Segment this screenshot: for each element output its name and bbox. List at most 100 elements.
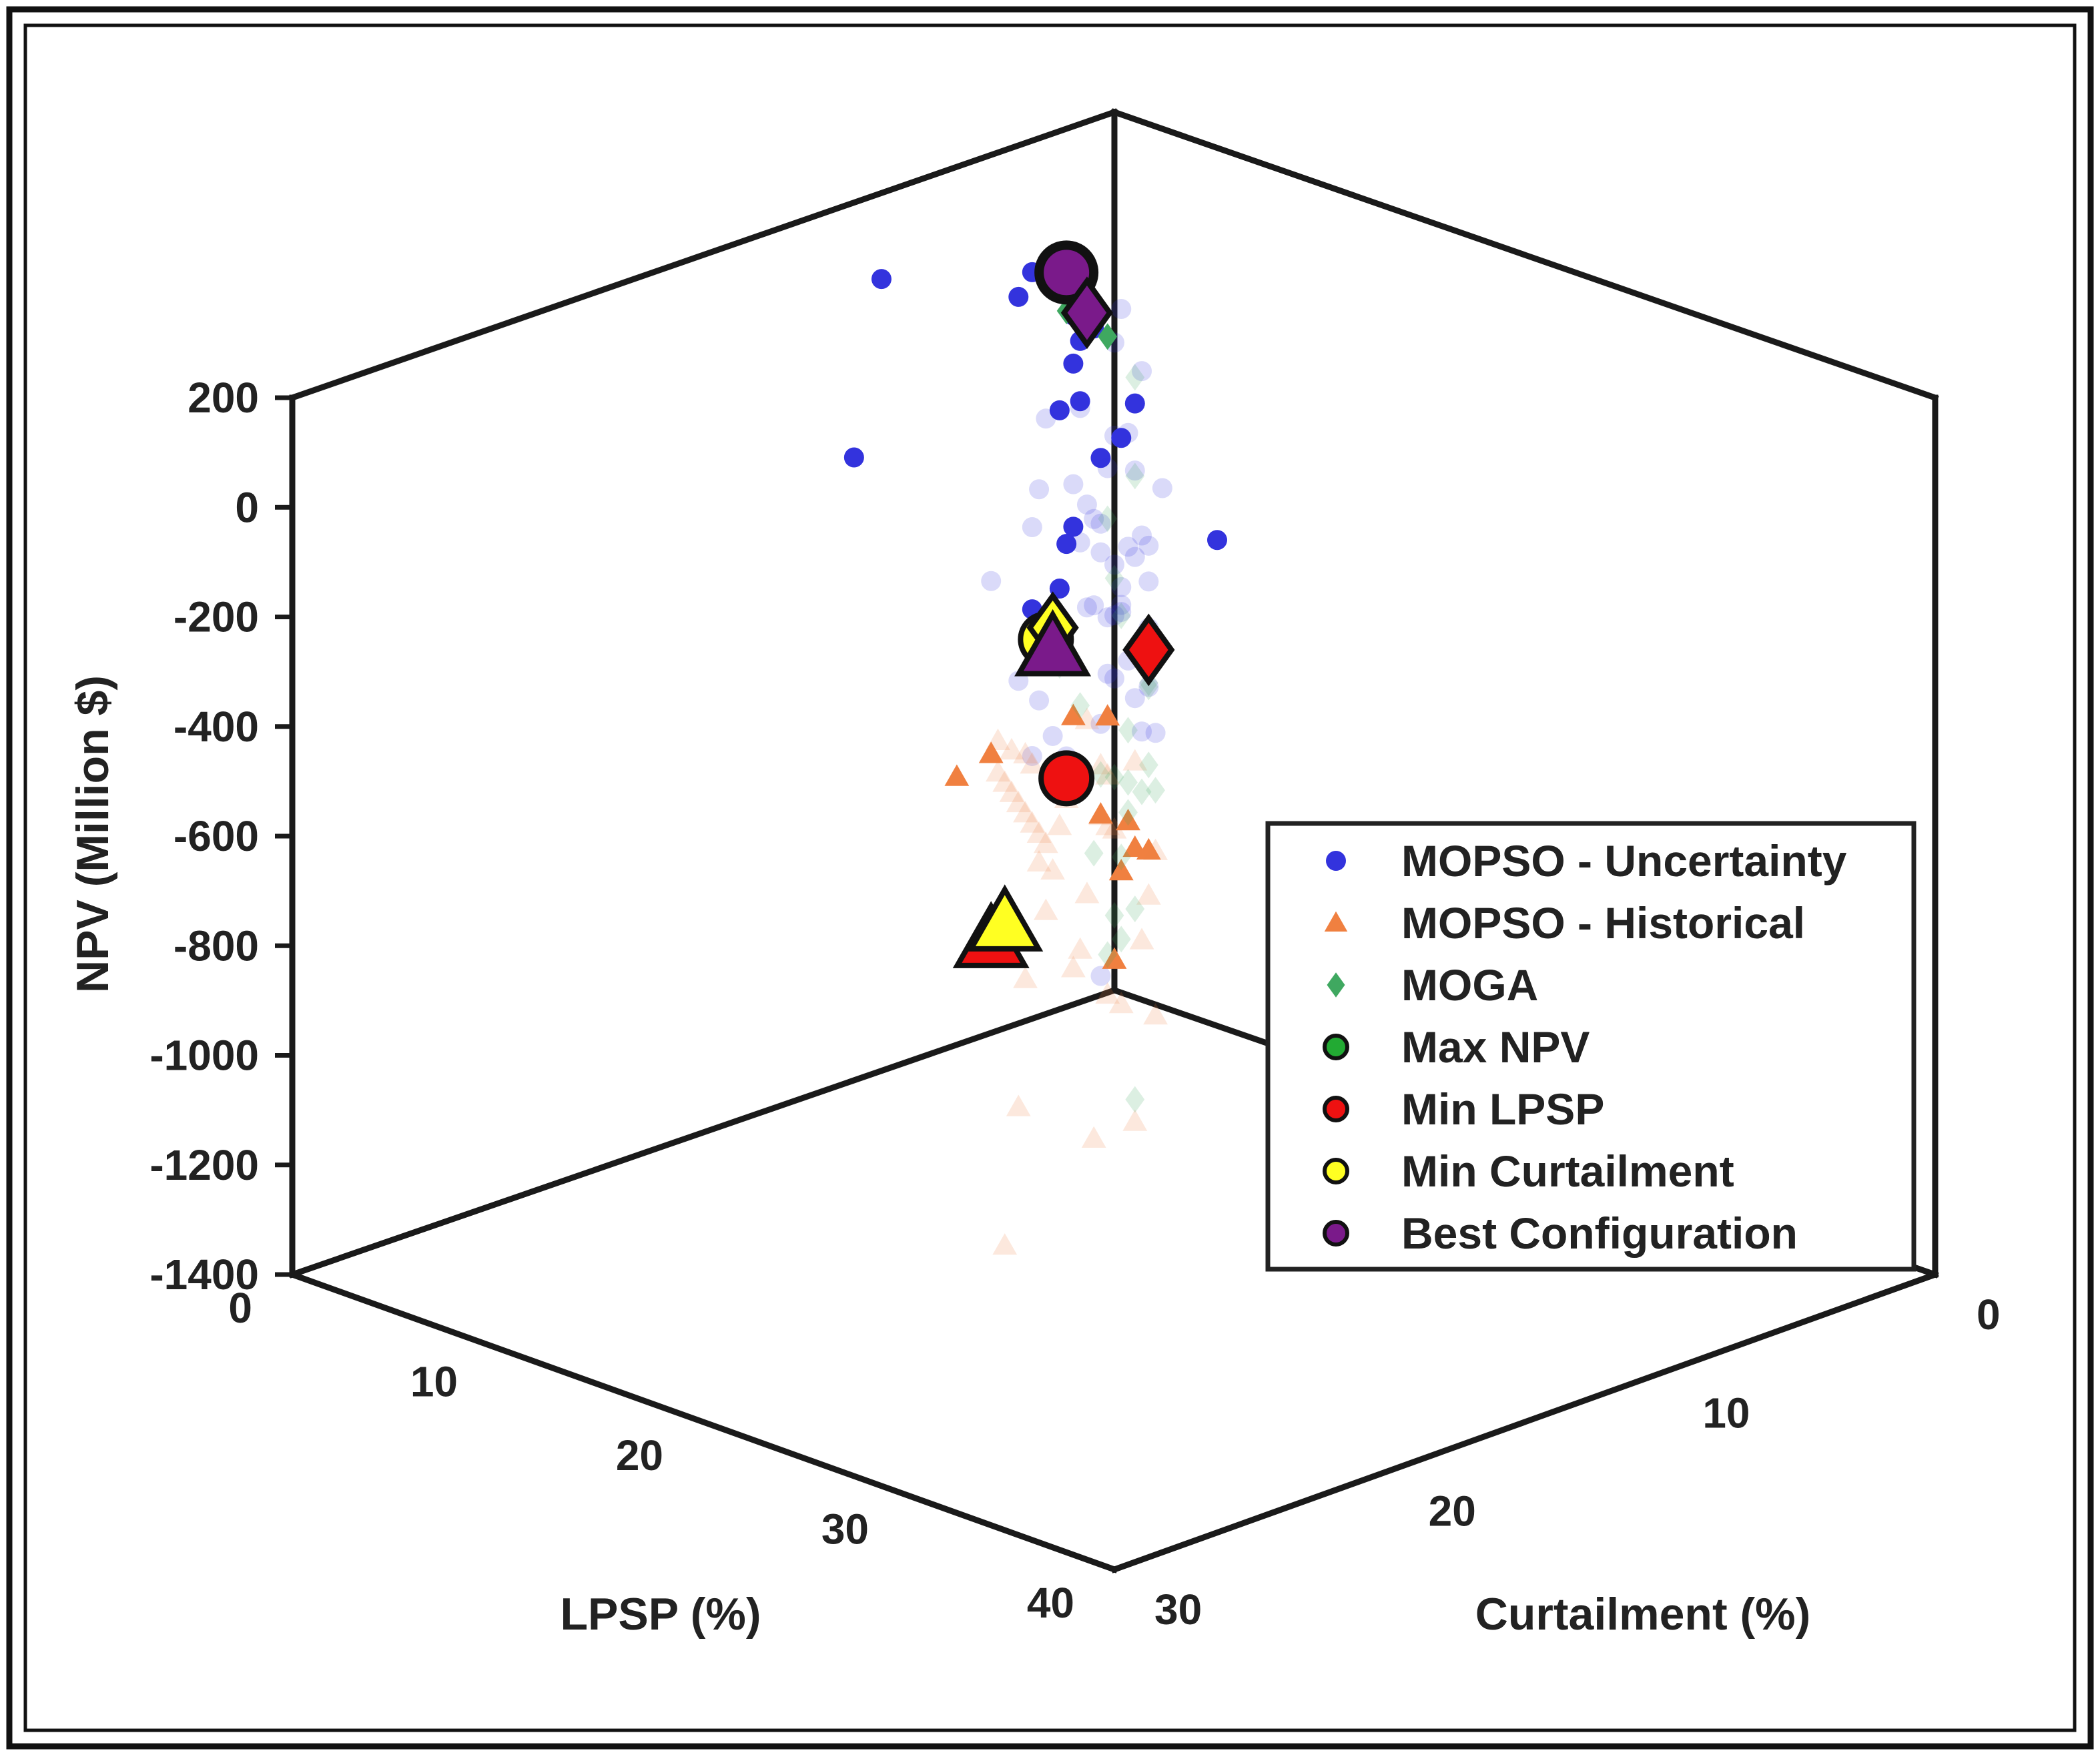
- legend-marker-moga: [1327, 972, 1345, 998]
- mopso-uncertainty-faded-point: [1022, 516, 1042, 537]
- moga-faded-point: [1111, 926, 1131, 953]
- mopso-historical-faded-point: [1013, 966, 1038, 988]
- mopso-uncertainty-faded-point: [1097, 663, 1118, 684]
- z-axis-label: NPV (Million $): [67, 675, 118, 993]
- mopso-uncertainty-point: [1090, 448, 1111, 468]
- moga-faded-point: [1104, 565, 1124, 592]
- outer-frame: [6, 6, 2094, 1750]
- moga-faded-point: [1118, 769, 1138, 796]
- mopso-historical-faded-point: [1129, 928, 1154, 950]
- mopso-historical-point: [1102, 947, 1127, 969]
- mopso-historical-faded-point: [1095, 763, 1120, 785]
- moga-faded-point: [1091, 761, 1110, 788]
- x-tick-label: 40: [1027, 1579, 1074, 1627]
- mopso-historical-faded-point: [999, 780, 1024, 802]
- moga-faded-point: [1138, 673, 1158, 701]
- best-configuration-diamond-marker: [1060, 276, 1114, 350]
- legend-marker-max-npv: [1323, 1034, 1349, 1060]
- y-tick-mark: [1662, 1362, 1688, 1375]
- z-tick-label: -1400: [149, 1251, 259, 1299]
- mopso-uncertainty-faded-point: [981, 571, 1002, 591]
- legend-label-mopso-historical: MOPSO - Historical: [1401, 898, 1805, 948]
- mopso-historical-faded-point: [1122, 749, 1148, 771]
- moga-faded-point: [1118, 799, 1138, 826]
- mopso-historical-faded-point: [1102, 817, 1127, 839]
- mopso-uncertainty-faded-point: [1076, 494, 1097, 515]
- mopso-uncertainty-point: [1049, 400, 1070, 420]
- z-tick-label: -1000: [149, 1032, 259, 1080]
- mopso-uncertainty-faded-point: [1152, 478, 1172, 498]
- moga-faded-point: [1070, 692, 1090, 719]
- mopso-uncertainty-point: [1111, 428, 1132, 448]
- x-tick-label: 20: [616, 1431, 663, 1479]
- mopso-historical-faded-point: [1006, 1094, 1031, 1116]
- mopso-historical-faded-point: [999, 737, 1024, 760]
- mopso-historical-faded-point: [992, 770, 1018, 792]
- mopso-uncertainty-faded-point: [1097, 458, 1118, 478]
- mopso-uncertainty-faded-point: [1145, 723, 1166, 743]
- mopso-uncertainty-faded-point: [1076, 597, 1097, 618]
- mopso-uncertainty-point: [1063, 353, 1084, 374]
- mopso-historical-faded-point: [1136, 883, 1161, 905]
- mopso-uncertainty-faded-point: [1104, 668, 1124, 689]
- mopso-uncertainty-point: [871, 269, 892, 290]
- x-tick-mark: [678, 1411, 705, 1425]
- mopso-historical-faded-point: [1095, 982, 1120, 1004]
- mopso-uncertainty-faded-point: [1084, 595, 1104, 616]
- mopso-uncertainty-faded-point: [1111, 577, 1132, 597]
- mopso-uncertainty-point: [1063, 516, 1084, 537]
- mopso-uncertainty-faded-point: [1097, 607, 1118, 628]
- mopso-uncertainty-point: [1207, 530, 1227, 551]
- moga-faded-point: [1098, 505, 1118, 533]
- moga-faded-point: [1132, 778, 1152, 805]
- y-axis-label: Curtailment (%): [1475, 1589, 1810, 1640]
- mopso-uncertainty-point: [1008, 286, 1029, 307]
- best-configuration-triangle-marker: [1014, 609, 1092, 677]
- mopso-uncertainty-point: [1056, 534, 1077, 555]
- min-curtailment-triangle-marker: [966, 884, 1044, 952]
- moga-faded-point: [1125, 462, 1145, 490]
- right-top-edge: [1110, 108, 1939, 402]
- legend-label-max-npv: Max NPV: [1401, 1022, 1590, 1072]
- y-tick-label: 10: [1702, 1389, 1750, 1437]
- mopso-uncertainty-faded-point: [1138, 535, 1159, 556]
- mopso-historical-faded-point: [1047, 813, 1072, 835]
- mopso-uncertainty-faded-point: [1132, 361, 1152, 382]
- moga-faded-point: [1125, 896, 1145, 923]
- min-lpsp-circle-marker: [1038, 750, 1095, 807]
- mopso-uncertainty-faded-point: [1063, 474, 1084, 494]
- mopso-historical-faded-point: [1020, 811, 1045, 833]
- mopso-uncertainty-faded-point: [1084, 508, 1104, 529]
- mopso-uncertainty-faded-point: [1022, 745, 1042, 766]
- y-tick-label: 0: [1977, 1291, 2001, 1339]
- x-tick-mark: [884, 1485, 910, 1498]
- mopso-historical-faded-point: [1088, 803, 1113, 825]
- moga-faded-point: [1098, 941, 1118, 968]
- mopso-historical-faded-point: [1026, 849, 1052, 871]
- mopso-historical-point: [944, 764, 970, 786]
- moga-faded-point: [1146, 777, 1165, 804]
- mopso-uncertainty-faded-point: [1090, 542, 1111, 563]
- mopso-uncertainty-faded-point: [1138, 677, 1159, 697]
- mopso-uncertainty-faded-point: [1029, 690, 1050, 711]
- mopso-historical-faded-point: [1143, 838, 1168, 860]
- z-tick-label: -800: [173, 922, 259, 970]
- y-tick-mark: [1387, 1460, 1413, 1473]
- mopso-uncertainty-point: [1070, 391, 1090, 412]
- mopso-historical-faded-point: [1081, 1126, 1106, 1148]
- legend-marker-min-lpsp: [1323, 1096, 1349, 1122]
- mopso-uncertainty-point: [1049, 578, 1070, 599]
- x-tick-label: 10: [410, 1358, 458, 1406]
- legend-marker-min-curtailment: [1323, 1158, 1349, 1184]
- moga-faded-point: [1125, 1086, 1145, 1113]
- mopso-historical-faded-point: [1020, 752, 1045, 774]
- mopso-historical-faded-point: [1088, 753, 1113, 775]
- moga-point: [1098, 323, 1118, 350]
- moga-faded-point: [1104, 902, 1124, 929]
- x-tick-label: 0: [228, 1284, 252, 1332]
- z-tick-label: -400: [173, 703, 259, 751]
- moga-faded-point: [1084, 839, 1104, 867]
- mopso-uncertainty-faded-point: [1124, 460, 1145, 481]
